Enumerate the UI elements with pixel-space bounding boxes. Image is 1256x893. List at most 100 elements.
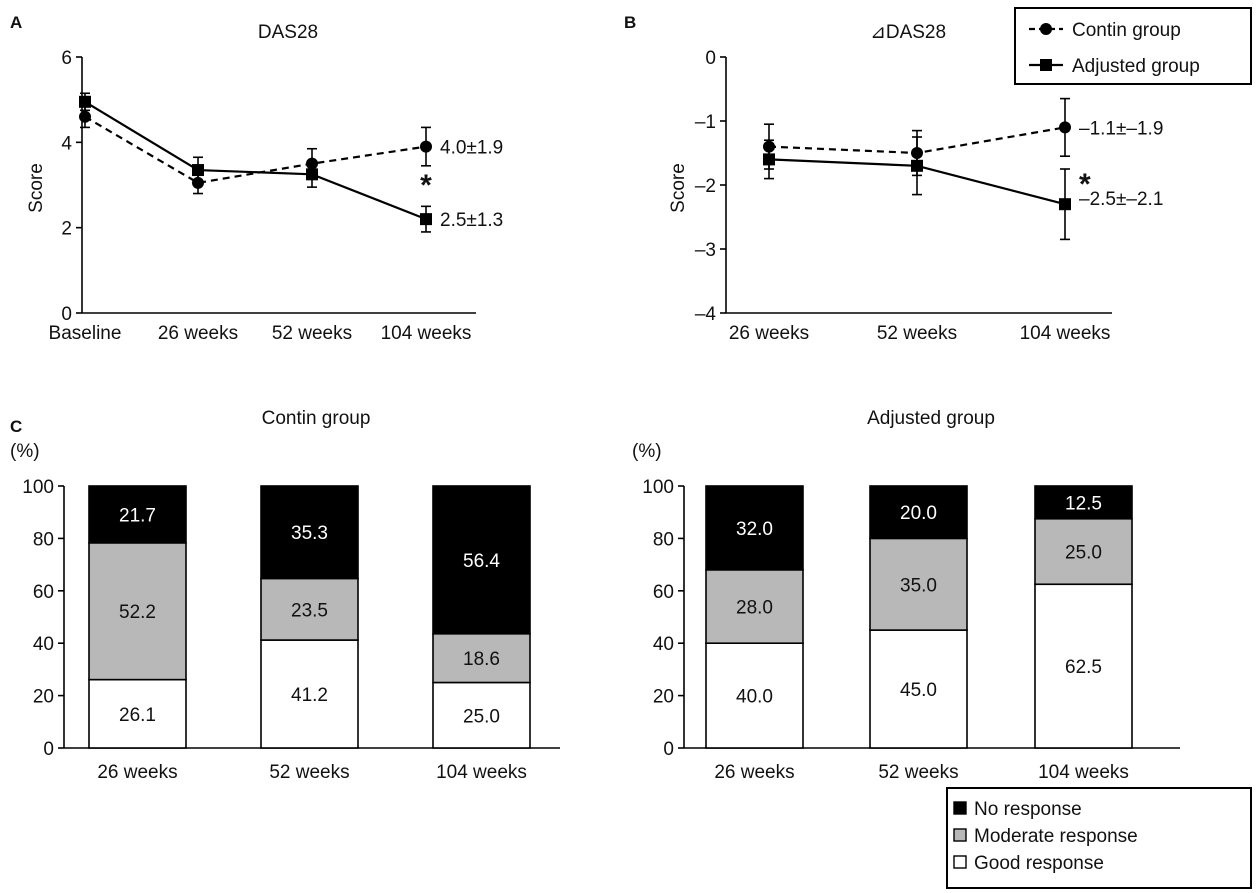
series-line-contin-group bbox=[84, 115, 427, 185]
bar-value-label: 45.0 bbox=[900, 680, 937, 701]
chart-title: Adjusted group bbox=[867, 408, 995, 429]
value-annotation: –1.1±–1.9 bbox=[1079, 118, 1163, 139]
value-annotation: –2.5±–2.1 bbox=[1079, 189, 1163, 210]
bar-segment-moderate-response bbox=[1034, 517, 1133, 586]
x-tick-label: 26 weeks bbox=[714, 762, 794, 783]
bar-value-label: 12.5 bbox=[1065, 493, 1102, 514]
legend-square-marker bbox=[1040, 59, 1052, 71]
value-annotation: 4.0±1.9 bbox=[440, 138, 503, 159]
x-tick-label: 52 weeks bbox=[272, 323, 352, 344]
bar-value-label: 35.0 bbox=[900, 575, 937, 596]
x-tick-label: 104 weeks bbox=[1038, 762, 1129, 783]
y-tick-label: 0 bbox=[61, 304, 72, 325]
legend-swatch bbox=[953, 855, 967, 869]
bar-value-label: 28.0 bbox=[736, 598, 773, 619]
series-line-adjusted-group bbox=[84, 100, 427, 221]
data-point-circle bbox=[1059, 121, 1071, 134]
bar-value-label: 52.2 bbox=[119, 602, 156, 623]
y-tick-label: 0 bbox=[663, 739, 674, 760]
legend-box bbox=[1014, 7, 1252, 85]
x-tick-label: 104 weeks bbox=[381, 323, 472, 344]
bar-value-label: 18.6 bbox=[463, 649, 500, 670]
data-point-square bbox=[420, 213, 432, 226]
bar-value-label: 40.0 bbox=[736, 687, 773, 708]
y-tick-label: 60 bbox=[653, 582, 674, 603]
bar-value-label: 20.0 bbox=[900, 503, 937, 524]
x-tick-label: Baseline bbox=[49, 323, 122, 344]
x-tick-label: 52 weeks bbox=[878, 762, 958, 783]
y-tick-label: –1 bbox=[695, 112, 716, 133]
bar-value-label: 41.2 bbox=[291, 685, 328, 706]
legend-swatch bbox=[953, 828, 967, 842]
chart-title: Contin group bbox=[262, 408, 371, 429]
x-tick-label: 26 weeks bbox=[97, 762, 177, 783]
legend-label: Moderate response bbox=[974, 826, 1138, 847]
y-tick-label: 40 bbox=[33, 634, 54, 655]
bar-segment-good-response bbox=[432, 681, 531, 749]
y-tick-label: –2 bbox=[695, 176, 716, 197]
value-annotation: 2.5±1.3 bbox=[440, 210, 503, 231]
y-tick-label: –4 bbox=[695, 304, 717, 325]
bar-segment-no-response bbox=[432, 485, 531, 635]
y-axis-label: Score bbox=[668, 163, 689, 213]
significance-star: * bbox=[420, 169, 432, 202]
bar-segment-no-response bbox=[88, 485, 187, 544]
bar-value-label: 32.0 bbox=[736, 519, 773, 540]
x-tick-label: 26 weeks bbox=[729, 323, 809, 344]
x-tick-label: 26 weeks bbox=[158, 323, 238, 344]
line-legend: Contin group Adjusted group bbox=[1014, 7, 1252, 85]
bar-segment-moderate-response bbox=[705, 569, 804, 645]
y-tick-label: 20 bbox=[33, 687, 54, 708]
line-chart-A: A DAS28 0 2 4 6 Score Baseline 26 weeks 52 weeks 1… bbox=[10, 13, 503, 344]
bar-value-label: 25.0 bbox=[463, 706, 500, 727]
y-tick-label: 60 bbox=[33, 582, 54, 603]
bar-segment-no-response bbox=[260, 485, 359, 580]
y-tick-label: 2 bbox=[61, 219, 72, 240]
x-tick-label: 104 weeks bbox=[436, 762, 527, 783]
panel-letter: A bbox=[10, 13, 22, 32]
bar-segment-no-response bbox=[869, 485, 968, 540]
y-unit-label: (%) bbox=[10, 441, 40, 462]
data-point-square bbox=[763, 153, 775, 166]
bar-chart-adjusted-group: Adjusted group (%) 0 20 40 60 80 100 40.0 28.0 32.… bbox=[632, 408, 1180, 783]
y-tick-label: 80 bbox=[33, 529, 54, 550]
chart-title: DAS28 bbox=[258, 22, 318, 43]
data-point-circle bbox=[420, 140, 432, 153]
y-unit-label: (%) bbox=[632, 441, 662, 462]
legend-box bbox=[946, 787, 1252, 889]
y-tick-label: 6 bbox=[61, 48, 72, 69]
bar-segment-no-response bbox=[705, 485, 804, 571]
bar-value-label: 23.5 bbox=[291, 600, 328, 621]
y-tick-label: 0 bbox=[705, 48, 716, 69]
chart-title: ⊿DAS28 bbox=[870, 22, 946, 43]
bar-segment-no-response bbox=[1034, 485, 1133, 520]
y-tick-label: 20 bbox=[653, 687, 674, 708]
y-tick-label: 0 bbox=[43, 739, 54, 760]
legend-label: No response bbox=[974, 799, 1082, 820]
data-point-square bbox=[911, 159, 923, 172]
bar-value-label: 26.1 bbox=[119, 705, 156, 726]
bar-value-label: 62.5 bbox=[1065, 657, 1102, 678]
bar-segment-good-response bbox=[260, 639, 359, 749]
bar-segment-moderate-response bbox=[869, 537, 968, 631]
bar-value-label: 56.4 bbox=[463, 551, 500, 572]
panel-letter: C bbox=[10, 417, 22, 436]
y-tick-label: 80 bbox=[653, 529, 674, 550]
bar-segment-good-response bbox=[705, 642, 804, 749]
significance-star: * bbox=[1079, 168, 1091, 201]
legend-label: Good response bbox=[974, 853, 1104, 874]
y-tick-label: 4 bbox=[61, 133, 72, 154]
bar-value-label: 35.3 bbox=[291, 523, 328, 544]
data-point-circle bbox=[79, 110, 91, 123]
data-point-square bbox=[1059, 198, 1071, 211]
bar-chart-contin-group: C Contin group (%) 0 20 40 60 80 100 26.1 52.2 21.7… bbox=[10, 408, 560, 783]
x-tick-label: 52 weeks bbox=[269, 762, 349, 783]
data-point-square bbox=[306, 168, 318, 181]
legend-label: Contin group bbox=[1072, 20, 1181, 41]
bar-value-label: 21.7 bbox=[119, 505, 156, 526]
bar-legend: No response Moderate response Good respons… bbox=[946, 787, 1252, 889]
x-tick-label: 104 weeks bbox=[1020, 323, 1111, 344]
bar-segment-moderate-response bbox=[432, 632, 531, 684]
data-point-square bbox=[192, 164, 204, 177]
